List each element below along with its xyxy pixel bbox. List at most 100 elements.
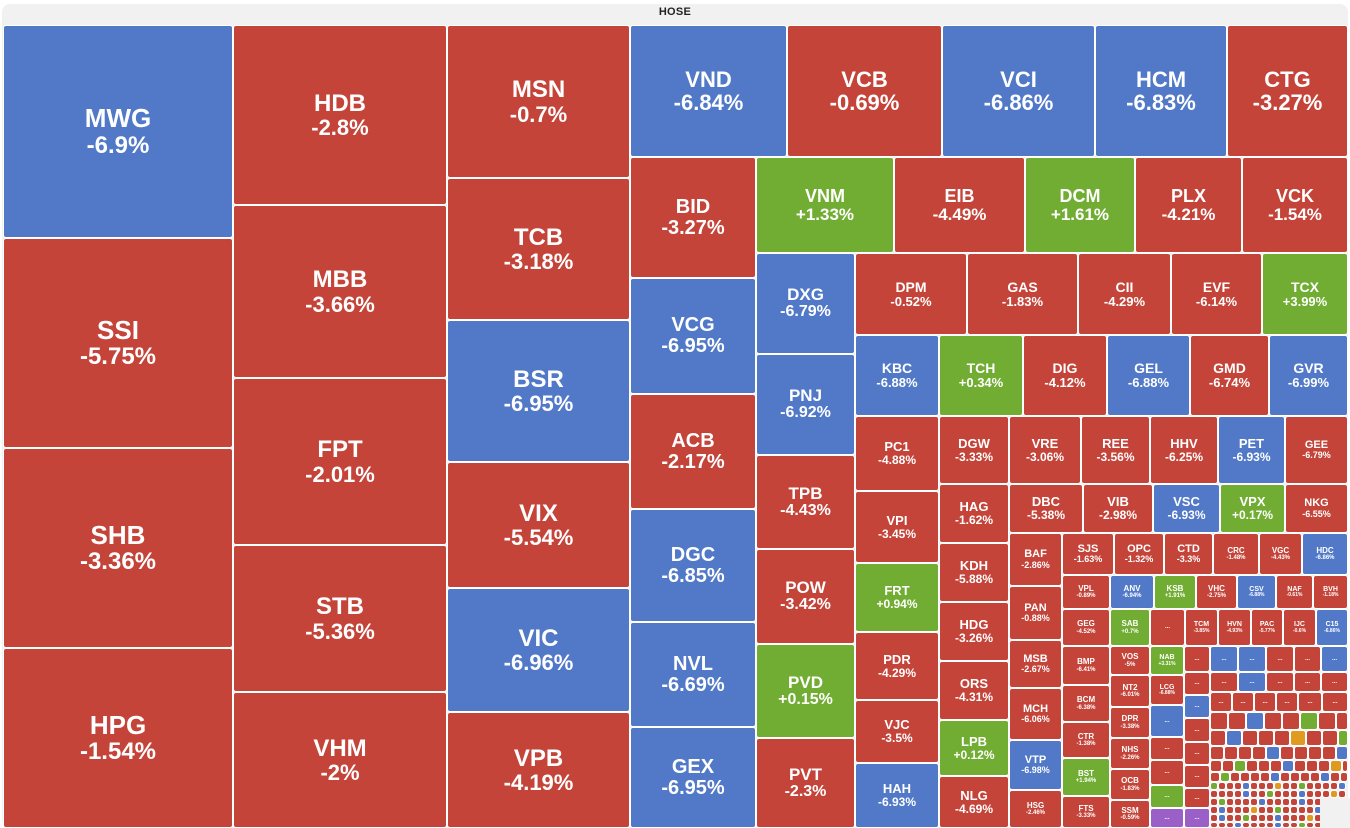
stock-tile-pan[interactable]: PAN -0.88% [1009, 586, 1062, 640]
stock-tile-hhv[interactable]: HHV -6.25% [1150, 416, 1218, 484]
stock-tile-vpx[interactable]: VPX +0.17% [1220, 484, 1285, 533]
stock-tile-mini[interactable] [1294, 746, 1308, 760]
stock-tile-mini[interactable] [1266, 798, 1274, 806]
stock-tile-tcm[interactable]: TCM -3.85% [1185, 609, 1218, 646]
stock-tile-small[interactable]: ... [1150, 609, 1185, 646]
stock-tile-vhm[interactable]: VHM -2% [233, 692, 447, 828]
stock-tile-mini[interactable] [1226, 730, 1242, 746]
stock-tile-pdr[interactable]: PDR -4.29% [855, 632, 939, 700]
stock-tile-sab[interactable]: SAB +0.7% [1110, 609, 1150, 646]
stock-tile-msn[interactable]: MSN -0.7% [447, 25, 630, 178]
stock-tile-mini[interactable] [1280, 772, 1290, 782]
stock-tile-mini[interactable] [1314, 790, 1322, 798]
stock-tile-small[interactable]: ... [1184, 672, 1210, 695]
stock-tile-ssm[interactable]: SSM -0.59% [1110, 800, 1150, 828]
stock-tile-lcg[interactable]: LCG -6.88% [1150, 675, 1184, 705]
stock-tile-mini[interactable] [1314, 782, 1322, 790]
stock-tile-mini[interactable] [1300, 772, 1310, 782]
stock-tile-small[interactable]: ... [1210, 692, 1232, 712]
stock-tile-mini[interactable] [1226, 798, 1234, 806]
stock-tile-mini[interactable] [1298, 822, 1306, 828]
stock-tile-evf[interactable]: EVF -6.14% [1171, 253, 1262, 335]
stock-tile-mini[interactable] [1274, 790, 1282, 798]
stock-tile-mini[interactable] [1240, 772, 1250, 782]
stock-tile-mini[interactable] [1234, 760, 1246, 772]
stock-tile-mini[interactable] [1242, 790, 1250, 798]
stock-tile-geg[interactable]: GEG -4.52% [1062, 609, 1110, 646]
stock-tile-frt[interactable]: FRT +0.94% [855, 563, 939, 632]
stock-tile-mini[interactable] [1308, 746, 1322, 760]
stock-tile-small[interactable]: ... [1238, 646, 1266, 672]
stock-tile-mini[interactable] [1252, 746, 1266, 760]
stock-tile-vix[interactable]: VIX -5.54% [447, 462, 630, 588]
stock-tile-small[interactable]: ... [1232, 692, 1254, 712]
stock-tile-small[interactable]: ... [1298, 692, 1322, 712]
stock-tile-small[interactable]: ... [1254, 692, 1276, 712]
stock-tile-mini[interactable] [1264, 712, 1282, 730]
stock-tile-small[interactable]: ... [1184, 718, 1210, 742]
stock-tile-mini[interactable] [1234, 806, 1242, 814]
stock-tile-vnm[interactable]: VNM +1.33% [756, 157, 894, 253]
stock-tile-mini[interactable] [1266, 746, 1280, 760]
stock-tile-mini[interactable] [1210, 806, 1218, 814]
stock-tile-vck[interactable]: VCK -1.54% [1242, 157, 1348, 253]
stock-tile-ijc[interactable]: IJC -0.6% [1283, 609, 1316, 646]
stock-tile-mini[interactable] [1290, 772, 1300, 782]
stock-tile-mini[interactable] [1234, 798, 1242, 806]
stock-tile-small[interactable]: ... [1150, 705, 1184, 737]
stock-tile-dgc[interactable]: DGC -6.85% [630, 509, 756, 622]
stock-tile-mini[interactable] [1242, 822, 1250, 828]
stock-tile-small[interactable]: ... [1238, 672, 1266, 692]
stock-tile-mini[interactable] [1250, 798, 1258, 806]
stock-tile-dpm[interactable]: DPM -0.52% [855, 253, 967, 335]
stock-tile-dpr[interactable]: DPR -3.38% [1110, 707, 1150, 738]
stock-tile-ssi[interactable]: SSI -5.75% [3, 238, 233, 448]
stock-tile-gas[interactable]: GAS -1.83% [967, 253, 1078, 335]
stock-tile-mini[interactable] [1210, 712, 1228, 730]
stock-tile-small[interactable]: ... [1321, 672, 1348, 692]
stock-tile-small[interactable]: ... [1276, 692, 1298, 712]
stock-tile-mini[interactable] [1210, 772, 1220, 782]
stock-tile-nvl[interactable]: NVL -6.69% [630, 622, 756, 727]
stock-tile-mini[interactable] [1298, 782, 1306, 790]
stock-tile-mini[interactable] [1322, 782, 1330, 790]
stock-tile-mini[interactable] [1270, 760, 1282, 772]
stock-tile-mini[interactable] [1290, 822, 1298, 828]
stock-tile-vgc[interactable]: VGC -4.43% [1259, 533, 1302, 575]
stock-tile-small[interactable]: ... [1184, 742, 1210, 765]
stock-tile-dxg[interactable]: DXG -6.79% [756, 253, 855, 354]
stock-tile-mini[interactable] [1282, 798, 1290, 806]
stock-tile-dgw[interactable]: DGW -3.33% [939, 416, 1009, 484]
stock-tile-small[interactable]: ... [1266, 672, 1294, 692]
stock-tile-gee[interactable]: GEE -6.79% [1285, 416, 1348, 484]
stock-tile-mini[interactable] [1258, 806, 1266, 814]
stock-tile-bsr[interactable]: BSR -6.95% [447, 320, 630, 462]
stock-tile-vos[interactable]: VOS -5% [1110, 646, 1150, 675]
stock-tile-mini[interactable] [1282, 814, 1290, 822]
stock-tile-mini[interactable] [1338, 730, 1348, 746]
stock-tile-tpb[interactable]: TPB -4.43% [756, 455, 855, 549]
stock-tile-mini[interactable] [1258, 798, 1266, 806]
stock-tile-mini[interactable] [1282, 782, 1290, 790]
stock-tile-stb[interactable]: STB -5.36% [233, 545, 447, 692]
stock-tile-hvn[interactable]: HVN -4.93% [1218, 609, 1251, 646]
stock-tile-mini[interactable] [1210, 760, 1222, 772]
stock-tile-mini[interactable] [1282, 790, 1290, 798]
stock-tile-bst[interactable]: BST +1.94% [1062, 758, 1110, 796]
stock-tile-mini[interactable] [1210, 798, 1218, 806]
stock-tile-kbc[interactable]: KBC -6.88% [855, 335, 939, 416]
stock-tile-hdg[interactable]: HDG -3.26% [939, 602, 1009, 661]
stock-tile-hcm[interactable]: HCM -6.83% [1095, 25, 1227, 157]
stock-tile-mini[interactable] [1228, 712, 1246, 730]
stock-tile-mini[interactable] [1290, 806, 1298, 814]
stock-tile-mini[interactable] [1306, 730, 1322, 746]
stock-tile-mini[interactable] [1250, 772, 1260, 782]
stock-tile-mini[interactable] [1336, 712, 1348, 730]
stock-tile-mini[interactable] [1210, 790, 1218, 798]
stock-tile-mini[interactable] [1258, 814, 1266, 822]
stock-tile-mini[interactable] [1242, 806, 1250, 814]
stock-tile-mini[interactable] [1290, 782, 1298, 790]
stock-tile-bmp[interactable]: BMP -6.41% [1062, 646, 1110, 685]
stock-tile-kdh[interactable]: KDH -5.88% [939, 543, 1009, 602]
stock-tile-vre[interactable]: VRE -3.06% [1009, 416, 1081, 484]
